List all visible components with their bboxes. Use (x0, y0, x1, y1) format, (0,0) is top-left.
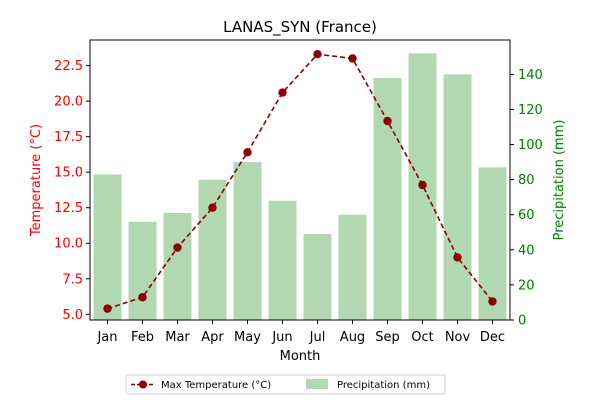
y-left-tick-label: 5.0 (62, 308, 83, 323)
precipitation-bar-jun (268, 200, 297, 320)
temperature-point-jun (278, 88, 287, 97)
y-axis-left: 5.0 7.5 10.0 12.5 15.0 17.5 20.0 22.5 (54, 59, 90, 323)
legend-label-temperature: Max Temperature (°C) (161, 380, 271, 391)
y-left-tick-label: 17.5 (54, 130, 83, 145)
temperature-point-jan (103, 304, 112, 313)
y-axis-left-label: Temperature (°C) (29, 124, 44, 237)
precipitation-bar-jan (93, 174, 122, 320)
chart-title: LANAS_SYN (France) (223, 18, 377, 37)
y-axis-right: 0 20 40 60 80 100 120 140 (510, 68, 543, 329)
y-right-tick-label: 60 (518, 208, 535, 223)
temperature-point-feb (138, 293, 147, 302)
temperature-point-aug (348, 54, 357, 63)
y-right-tick-label: 140 (518, 68, 543, 83)
legend-box (125, 374, 446, 395)
temperature-polyline (107, 53, 494, 310)
temperature-point-apr (208, 203, 217, 212)
x-tick-label: Jul (309, 330, 326, 345)
temperature-point-nov (453, 253, 462, 262)
precipitation-bar-mar (163, 212, 192, 320)
legend: Max Temperature (°C) Precipitation (mm) (125, 374, 446, 395)
y-right-tick-label: 80 (518, 173, 535, 188)
x-tick-label: May (234, 330, 261, 345)
y-left-tick-label: 12.5 (54, 201, 83, 216)
x-axis-label: Month (280, 349, 321, 364)
temperature-line (103, 50, 497, 313)
x-tick-label: Jun (271, 330, 292, 345)
precipitation-bar-sep (373, 77, 402, 320)
y-axis-right-label: Precipitation (mm) (552, 120, 567, 241)
x-tick-label: Sep (375, 330, 400, 345)
temperature-point-may (243, 148, 252, 157)
y-left-tick-label: 20.0 (54, 95, 83, 110)
legend-label-precipitation: Precipitation (mm) (337, 380, 430, 391)
x-tick-label: Apr (201, 330, 224, 345)
x-tick-label: Mar (165, 330, 190, 345)
precipitation-bar-nov (443, 74, 472, 321)
x-tick-label: Nov (445, 330, 471, 345)
precipitation-bars (93, 53, 507, 321)
y-right-tick-label: 40 (518, 243, 535, 258)
temperature-point-jul (313, 50, 322, 59)
temperature-point-sep (383, 116, 392, 126)
x-axis: Jan Feb Mar Apr May Jun Jul Aug Sep Oct Nov Dec (96, 320, 505, 345)
y-right-tick-label: 0 (518, 314, 526, 329)
x-tick-label: Aug (340, 330, 365, 345)
y-right-tick-label: 120 (518, 103, 543, 118)
x-tick-label: Oct (411, 330, 433, 345)
y-left-tick-label: 15.0 (54, 166, 83, 181)
legend-marker-swatch (139, 380, 147, 389)
y-left-tick-label: 7.5 (62, 272, 83, 287)
x-tick-label: Dec (480, 330, 505, 345)
precipitation-bar-dec (478, 167, 507, 320)
x-tick-label: Jan (96, 330, 117, 345)
precipitation-bar-may (233, 162, 262, 320)
x-tick-label: Feb (131, 330, 154, 345)
temperature-point-mar (173, 243, 182, 252)
precipitation-bar-apr (198, 179, 227, 320)
y-left-tick-label: 22.5 (54, 59, 83, 74)
temperature-point-oct (418, 180, 427, 190)
legend-bar-swatch (306, 379, 328, 389)
y-right-tick-label: 100 (518, 138, 543, 153)
precipitation-bar-aug (338, 214, 367, 320)
y-left-tick-label: 10.0 (54, 237, 83, 252)
y-right-tick-label: 20 (518, 278, 535, 293)
precipitation-bar-jul (303, 234, 332, 320)
precipitation-bar-feb (128, 221, 157, 320)
temperature-point-dec (488, 297, 497, 306)
